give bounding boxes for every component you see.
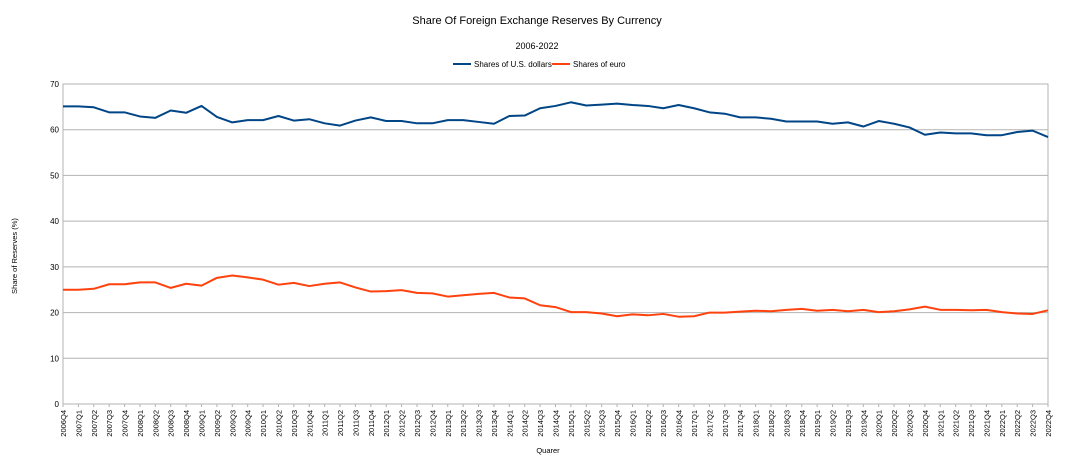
y-tick-label: 50 [50,171,59,180]
legend: Shares of U.S. dollars Shares of euro [453,60,626,69]
x-axis-ticks: 2006Q4 2007Q1 2007Q2 2007Q3 2007Q4 2008Q1 2008… [59,404,1053,437]
x-tick-label: 2018Q2 [767,410,776,437]
series-lines [63,101,1049,318]
y-tick-label: 70 [50,80,59,89]
x-tick-label: 2019Q1 [813,410,822,437]
x-tick-label: 2013Q2 [459,410,468,437]
x-tick-label: 2009Q2 [213,410,222,437]
x-tick-label: 2019Q3 [844,410,853,437]
y-axis-ticks: 0 10 20 30 40 50 60 70 [50,80,59,409]
x-tick-label: 2009Q4 [244,410,253,437]
y-tick-label: 60 [50,126,59,135]
x-tick-label: 2021Q4 [982,410,991,437]
x-tick-label: 2017Q1 [690,410,699,437]
x-axis-label: Quarer [536,446,560,455]
x-tick-label: 2018Q4 [798,410,807,437]
x-tick-label: 2012Q2 [398,410,407,437]
x-tick-label: 2011Q2 [336,410,345,436]
x-tick-label: 2016Q1 [628,410,637,437]
x-tick-label: 2007Q2 [90,410,99,437]
x-tick-label: 2019Q4 [859,410,868,437]
x-tick-label: 2020Q2 [890,410,899,437]
x-tick-label: 2010Q3 [290,410,299,437]
x-tick-label: 2021Q3 [967,410,976,437]
x-tick-label: 2017Q4 [736,410,745,437]
x-tick-label: 2008Q4 [182,410,191,437]
y-tick-label: 30 [50,263,59,272]
x-tick-label: 2008Q2 [151,410,160,437]
x-tick-label: 2013Q3 [475,410,484,437]
plot-frame [62,83,1049,405]
x-tick-label: 2015Q2 [582,410,591,437]
x-tick-label: 2011Q1 [321,410,330,436]
x-tick-label: 2014Q4 [552,410,561,437]
chart-title: Share Of Foreign Exchange Reserves By Cu… [412,15,662,27]
x-tick-label: 2007Q3 [105,410,114,437]
x-tick-label: 2009Q3 [228,410,237,437]
x-tick-label: 2018Q1 [752,410,761,437]
chart-subtitle: 2006-2022 [515,41,558,51]
x-tick-label: 2022Q4 [1044,410,1053,437]
y-tick-label: 10 [50,354,59,363]
y-tick-label: 0 [55,400,60,409]
x-tick-label: 2011Q4 [367,410,376,436]
y-axis-label: Share of Reserves (%) [10,218,19,294]
x-tick-label: 2012Q4 [428,410,437,437]
x-tick-label: 2022Q2 [1013,410,1022,437]
x-tick-label: 2009Q1 [198,410,207,437]
x-tick-label: 2011Q3 [351,410,360,436]
x-tick-label: 2012Q1 [382,410,391,437]
x-tick-label: 2022Q1 [998,410,1007,437]
x-tick-label: 2019Q2 [829,410,838,437]
x-tick-label: 2006Q4 [59,410,68,437]
x-tick-label: 2008Q1 [136,410,145,437]
x-tick-label: 2015Q1 [567,410,576,437]
x-tick-label: 2010Q4 [305,410,314,437]
x-tick-label: 2013Q4 [490,410,499,437]
x-tick-label: 2013Q1 [444,410,453,437]
x-tick-label: 2007Q4 [121,410,130,437]
x-tick-label: 2021Q1 [936,410,945,437]
x-tick-label: 2020Q1 [875,410,884,437]
x-tick-label: 2014Q2 [521,410,530,437]
x-tick-label: 2014Q3 [536,410,545,437]
gridlines [62,83,1049,405]
x-tick-label: 2018Q3 [782,410,791,437]
legend-label-euro: Shares of euro [573,60,626,69]
x-tick-label: 2017Q2 [705,410,714,437]
y-tick-label: 20 [50,309,59,318]
x-tick-label: 2015Q4 [613,410,622,437]
x-tick-label: 2022Q3 [1029,410,1038,437]
x-tick-label: 2012Q3 [413,410,422,437]
x-tick-label: 2008Q3 [167,410,176,437]
x-tick-label: 2016Q2 [644,410,653,437]
legend-label-usd: Shares of U.S. dollars [474,60,552,69]
series-line-euro [63,274,1049,318]
x-tick-label: 2015Q3 [598,410,607,437]
series-line-usd [63,101,1049,138]
x-tick-label: 2016Q3 [659,410,668,437]
x-tick-label: 2020Q3 [905,410,914,437]
x-tick-label: 2010Q2 [274,410,283,437]
x-tick-label: 2010Q1 [259,410,268,437]
x-tick-label: 2020Q4 [921,410,930,437]
x-tick-label: 2016Q4 [675,410,684,437]
x-tick-label: 2014Q1 [505,410,514,437]
x-tick-label: 2007Q1 [74,410,83,437]
y-tick-label: 40 [50,217,59,226]
x-tick-label: 2017Q3 [721,410,730,437]
x-tick-label: 2021Q2 [952,410,961,437]
